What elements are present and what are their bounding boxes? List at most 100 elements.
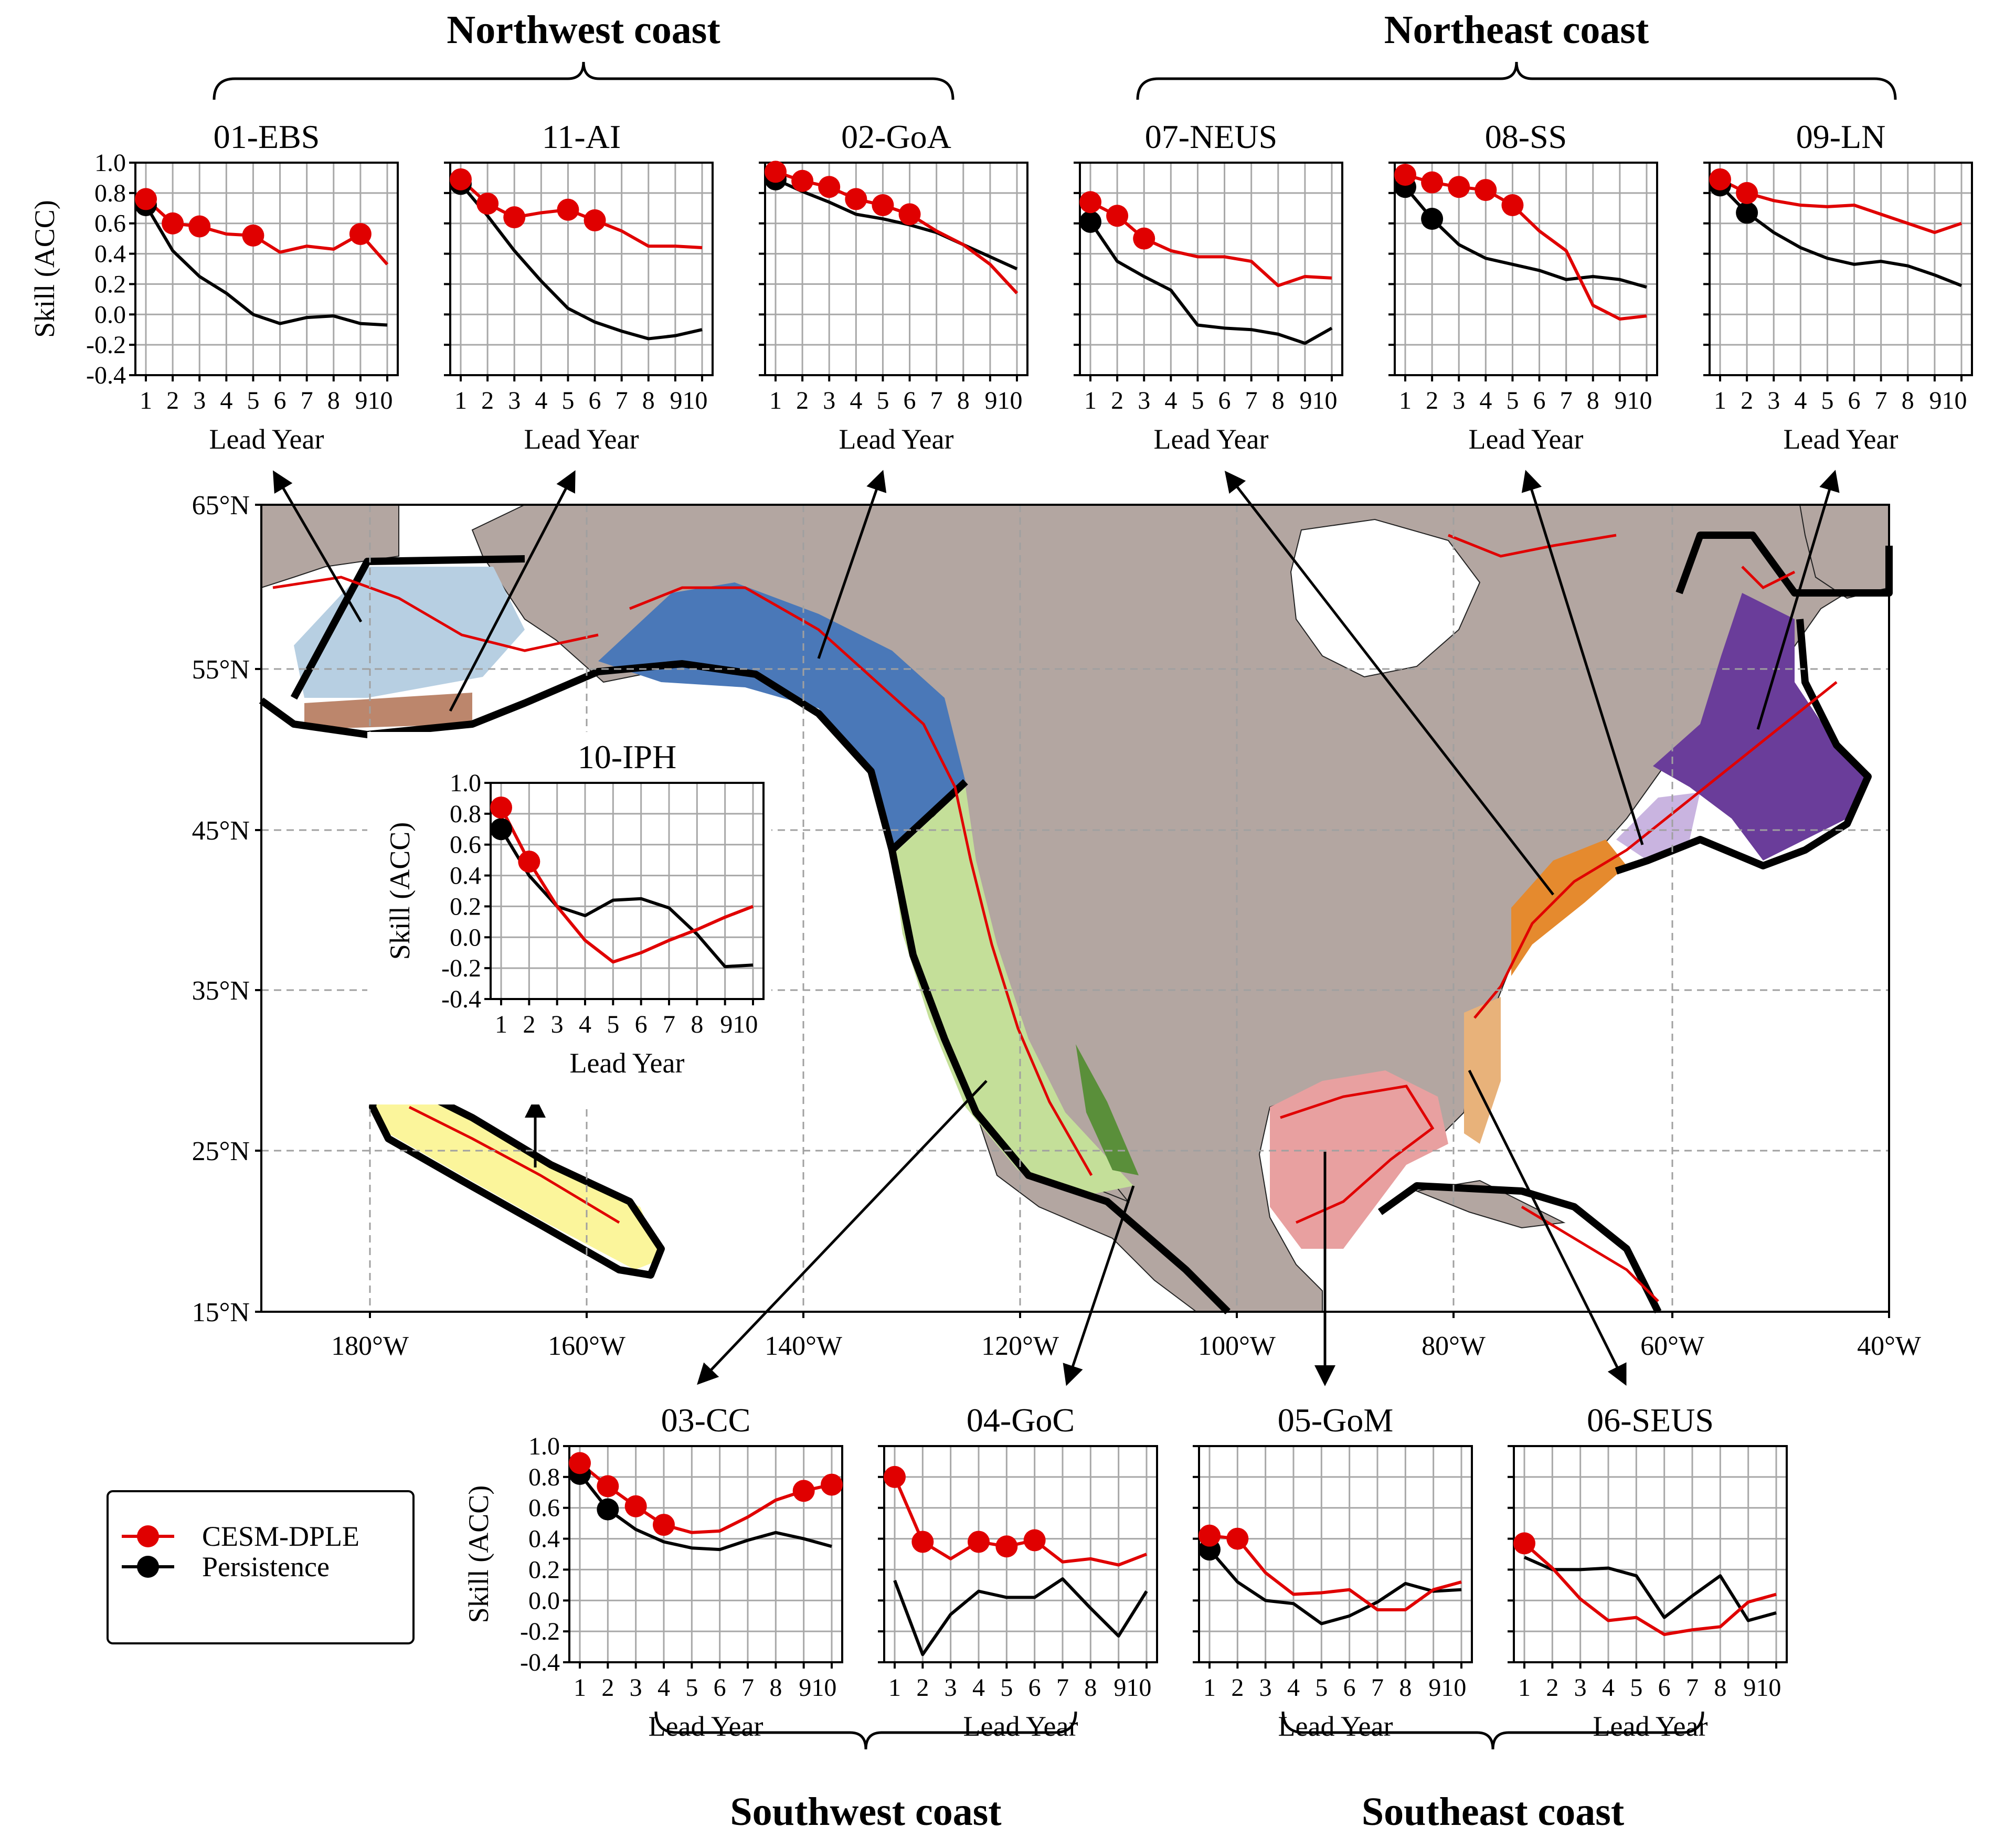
cesm-dple-line (893, 1476, 1148, 1567)
region-goc (1076, 1044, 1139, 1175)
x-tick-label: 8 (769, 1674, 782, 1702)
lon-label-160w: 160°W (548, 1331, 625, 1361)
x-tick-label: 910 (355, 387, 393, 415)
x-tick-label: 2 (481, 387, 494, 415)
x-tick-label: 3 (551, 1011, 564, 1038)
cesm-dple-marker (349, 222, 372, 245)
x-tick-label: 1 (1203, 1674, 1216, 1702)
x-tick-label: 2 (166, 387, 179, 415)
cesm-dple-marker (569, 1452, 591, 1474)
panel-frame (1394, 162, 1658, 376)
cesm-dple-line (459, 178, 703, 249)
panel-frame (1079, 162, 1343, 376)
arrow-neus (1224, 471, 1554, 896)
region-neus (1511, 840, 1627, 976)
x-tick-label: 2 (523, 1011, 535, 1038)
x-tick-label: 6 (904, 387, 916, 415)
x-tick-label: 2 (1546, 1674, 1558, 1702)
x-tick-label: 4 (579, 1011, 591, 1038)
x-tick-label: 5 (607, 1011, 619, 1038)
persistence-line (1089, 221, 1333, 345)
panel-title: 09-LN (1796, 118, 1886, 155)
x-tick-label: 7 (301, 387, 313, 415)
x-tick-label: 1 (454, 387, 467, 415)
x-tick-label: 8 (691, 1011, 703, 1038)
persistence-marker (490, 818, 512, 841)
cesm-dple-marker (1133, 227, 1155, 250)
y-tick-label: 0.6 (528, 1494, 560, 1522)
cesm-dple-line (1719, 178, 1962, 235)
southwest-brace (654, 1711, 1077, 1750)
x-tick-label: 2 (1426, 387, 1438, 415)
x-tick-label: 910 (984, 387, 1022, 415)
panel-title: 08-SS (1485, 118, 1567, 155)
region-gom (1270, 1070, 1448, 1249)
x-tick-label: 1 (574, 1674, 586, 1702)
lat-label-45: 45°N (192, 816, 250, 846)
x-tick-label: 5 (1315, 1674, 1328, 1702)
region-ln (1653, 593, 1868, 861)
region-to-panel-arrows (272, 470, 1840, 1386)
y-tick-label: -0.4 (441, 985, 481, 1013)
x-tick-label: 6 (635, 1011, 648, 1038)
lon-label-140w: 140°W (765, 1331, 842, 1361)
northeast-brace (1136, 61, 1897, 100)
y-tick-label: 1.0 (94, 149, 126, 177)
cesm-dple-marker (518, 851, 540, 873)
legend-label-cesm: CESM-DPLE (202, 1521, 359, 1552)
cesm-dple-marker (1709, 168, 1731, 190)
x-tick-label: 5 (1630, 1674, 1642, 1702)
persistence-line (1719, 184, 1963, 288)
cesm-dple-marker (1198, 1524, 1221, 1547)
panel-frame (1709, 162, 1973, 376)
cesm-dple-marker (242, 224, 264, 247)
x-tick-label: 7 (1245, 387, 1258, 415)
y-tick-label: 1.0 (528, 1432, 560, 1460)
arrow-goa (817, 470, 887, 659)
panel-background (884, 1446, 1157, 1662)
y-tick-label: 0.4 (528, 1525, 560, 1553)
x-axis-label: Lead Year (1278, 1711, 1393, 1742)
panel-11-ai: 11-AI 1 2 3 4 5 6 7 8 910 Lead Year (444, 118, 714, 455)
cesm-dple-marker (872, 194, 894, 216)
region-ai (304, 693, 472, 729)
cesm-dple-marker (911, 1531, 934, 1553)
x-tick-label: 4 (1164, 387, 1177, 415)
cesm-dple-marker (584, 209, 606, 231)
y-tick-label: 0.4 (450, 862, 481, 890)
arrow-ai (449, 470, 576, 712)
arrow-ln (1756, 470, 1840, 730)
x-tick-label: 1 (1084, 387, 1097, 415)
x-tick-label: 910 (670, 387, 707, 415)
x-axis-label: Lead Year (649, 1711, 763, 1742)
x-axis-label: Lead Year (839, 423, 954, 455)
x-tick-label: 5 (1000, 1674, 1013, 1702)
x-tick-label: 910 (1299, 387, 1337, 415)
x-tick-label: 1 (1399, 387, 1412, 415)
x-tick-label: 7 (1056, 1674, 1069, 1702)
panel-title: 05-GoM (1278, 1401, 1393, 1439)
x-tick-label: 1 (1518, 1674, 1531, 1702)
x-tick-label: 4 (1602, 1674, 1615, 1702)
x-tick-label: 6 (1533, 387, 1546, 415)
lat-label-35: 35°N (192, 976, 250, 1006)
x-tick-label: 910 (1428, 1674, 1466, 1702)
panel-title: 11-AI (542, 118, 621, 155)
x-axis-label: Lead Year (1593, 1711, 1708, 1742)
cesm-dple-marker (624, 1495, 647, 1517)
x-tick-label: 6 (714, 1674, 726, 1702)
y-tick-label: 0.2 (450, 893, 481, 920)
cesm-dple-marker (821, 1473, 843, 1496)
cesm-dple-marker (188, 215, 211, 238)
y-axis-label: Skill (ACC) (384, 822, 416, 960)
x-tick-label: 2 (916, 1674, 929, 1702)
x-tick-label: 910 (720, 1011, 758, 1038)
x-tick-label: 1 (769, 387, 782, 415)
arrow-ss (1521, 470, 1644, 845)
lon-label-180w: 180°W (331, 1331, 409, 1361)
x-axis-label: Lead Year (1784, 423, 1898, 455)
y-tick-label: 1.0 (450, 769, 481, 797)
southwest-coast-title: Southwest coast (730, 1790, 1001, 1834)
lat-label-55: 55°N (192, 655, 250, 685)
y-tick-label: 0.0 (450, 923, 481, 951)
